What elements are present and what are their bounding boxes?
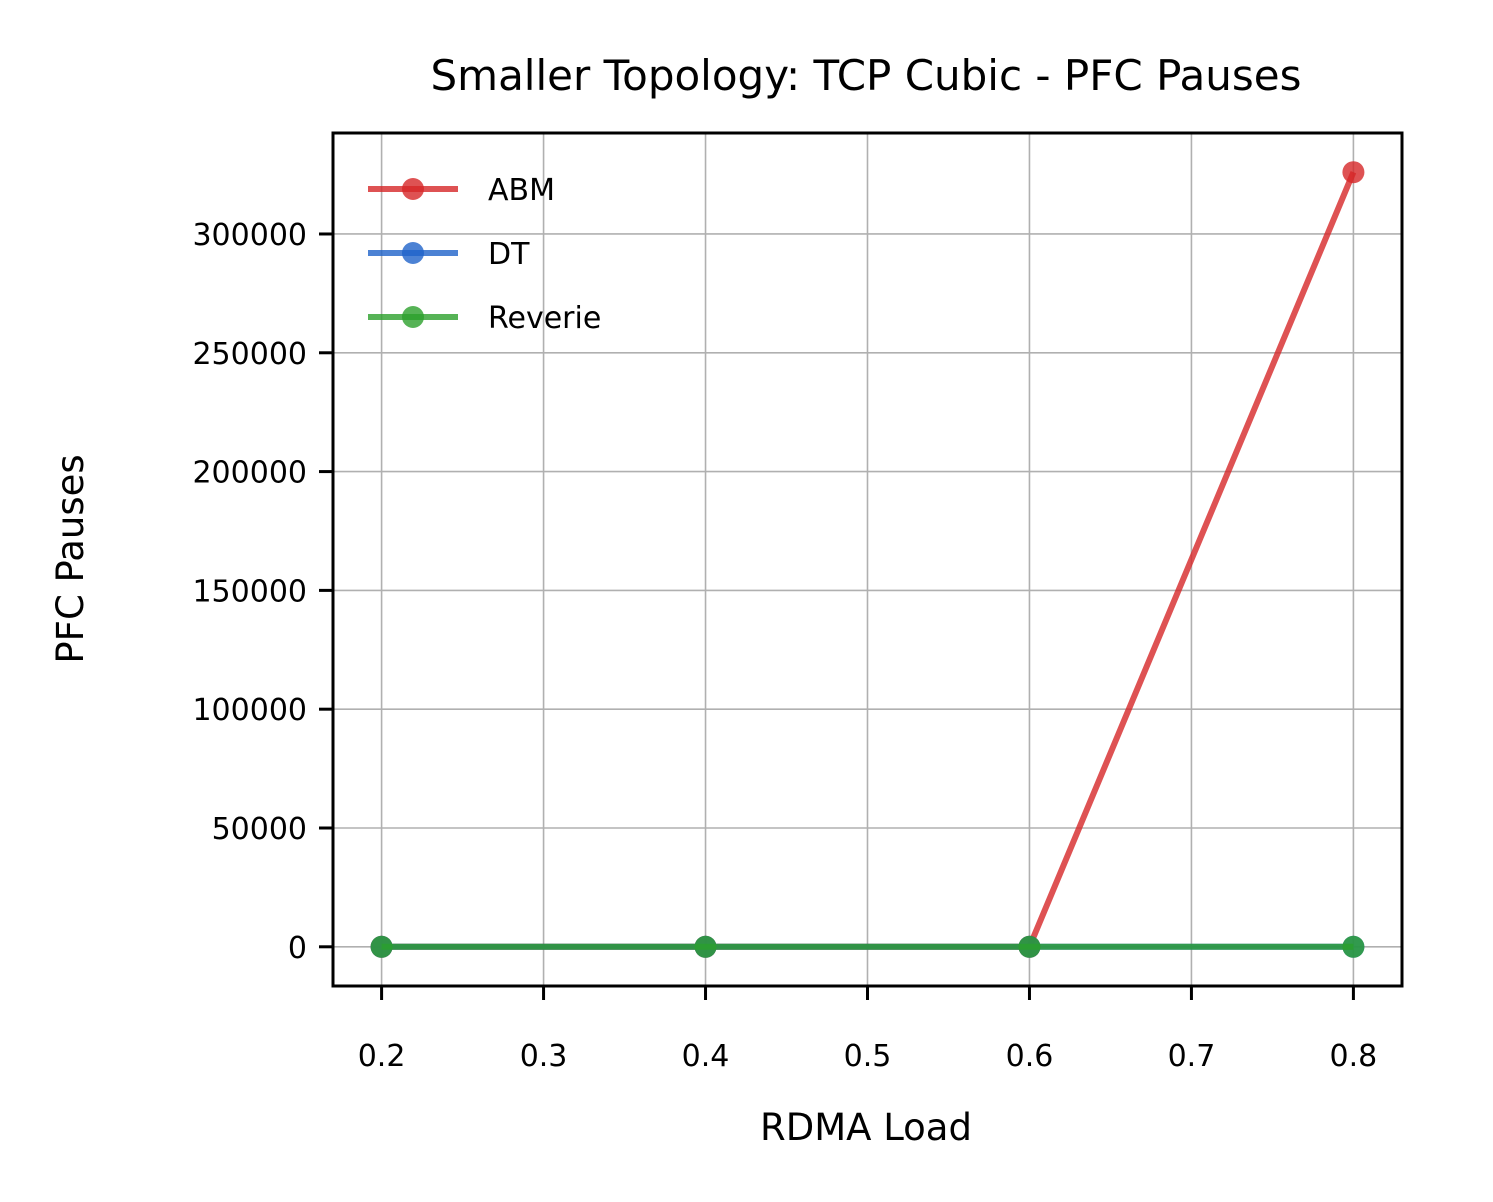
legend: ABM DT Reverie	[368, 173, 601, 336]
y-tick-label: 0	[288, 931, 307, 966]
x-tick-label: 0.3	[520, 1039, 568, 1074]
legend-item-reverie: Reverie	[368, 301, 601, 336]
legend-item-dt: DT	[368, 237, 530, 272]
data-point-reverie	[1342, 935, 1365, 958]
y-tick-label: 200000	[192, 456, 307, 491]
x-tick-label: 0.7	[1168, 1039, 1216, 1074]
legend-label: Reverie	[488, 301, 601, 336]
data-point-reverie	[370, 935, 393, 958]
legend-label: DT	[488, 237, 530, 272]
legend-swatch-marker	[402, 306, 424, 328]
legend-swatch-marker	[402, 178, 424, 200]
y-tick-label: 50000	[212, 812, 307, 847]
y-axis: 0 50000 100000 150000 200000 250000 300000	[192, 218, 333, 966]
legend-swatch-marker	[402, 242, 424, 264]
x-tick-label: 0.8	[1330, 1039, 1378, 1074]
x-tick-label: 0.4	[682, 1039, 730, 1074]
legend-label: ABM	[488, 173, 555, 208]
data-point-reverie	[694, 935, 717, 958]
x-tick-label: 0.6	[1006, 1039, 1054, 1074]
series-reverie	[370, 935, 1365, 958]
plot-series	[370, 161, 1365, 958]
data-point-abm	[1342, 161, 1365, 184]
y-tick-label: 250000	[192, 337, 307, 372]
legend-item-abm: ABM	[368, 173, 555, 208]
y-tick-label: 150000	[192, 574, 307, 609]
y-tick-label: 300000	[192, 218, 307, 253]
data-point-reverie	[1018, 935, 1041, 958]
y-axis-label: PFC Pauses	[49, 454, 92, 663]
chart-title: Smaller Topology: TCP Cubic - PFC Pauses	[431, 51, 1302, 100]
x-tick-label: 0.5	[844, 1039, 892, 1074]
x-tick-label: 0.2	[358, 1039, 406, 1074]
y-tick-label: 100000	[192, 693, 307, 728]
x-axis: 0.2 0.3 0.4 0.5 0.6 0.7 0.8	[358, 986, 1378, 1074]
x-axis-label: RDMA Load	[760, 1106, 972, 1149]
